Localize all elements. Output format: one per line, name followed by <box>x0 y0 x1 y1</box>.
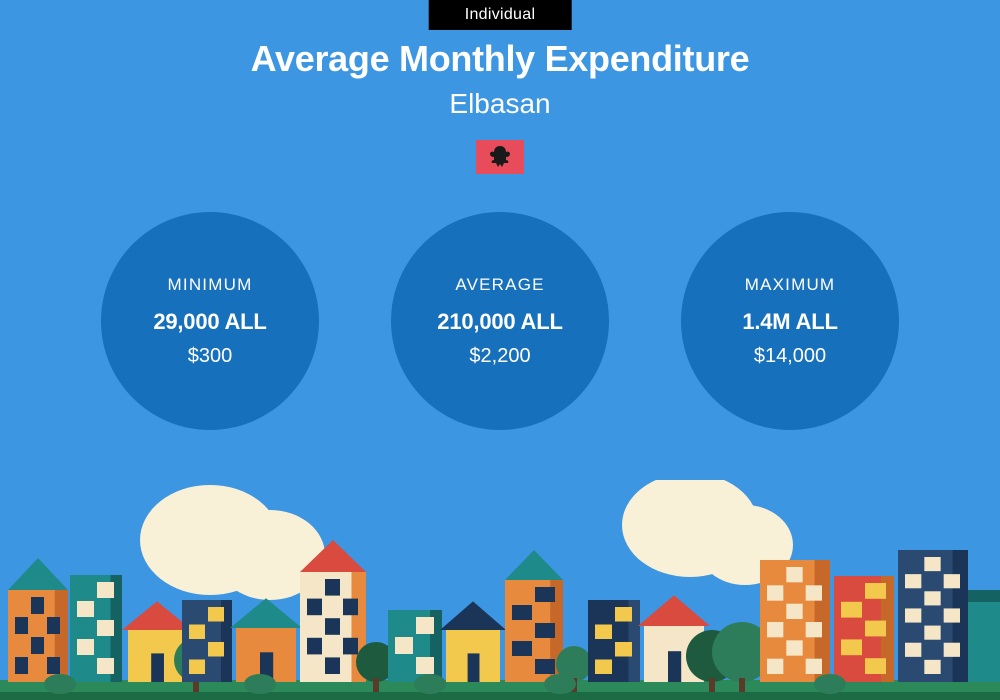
stat-label: MINIMUM <box>168 275 253 295</box>
stat-circle-average: AVERAGE 210,000 ALL $2,200 <box>391 212 609 430</box>
stat-usd-value: $2,200 <box>469 345 530 368</box>
stat-local-value: 1.4M ALL <box>742 309 837 335</box>
stat-circle-minimum: MINIMUM 29,000 ALL $300 <box>101 212 319 430</box>
infographic-canvas: Individual Average Monthly Expenditure E… <box>0 0 1000 700</box>
category-tag-label: Individual <box>465 6 536 23</box>
stat-label: MAXIMUM <box>745 275 836 295</box>
stat-local-value: 210,000 ALL <box>437 309 562 335</box>
page-title: Average Monthly Expenditure <box>0 38 1000 80</box>
stat-label: AVERAGE <box>455 275 544 295</box>
stat-usd-value: $14,000 <box>754 345 826 368</box>
stat-circle-maximum: MAXIMUM 1.4M ALL $14,000 <box>681 212 899 430</box>
stat-local-value: 29,000 ALL <box>153 309 266 335</box>
stat-usd-value: $300 <box>188 345 233 368</box>
cityscape-illustration <box>0 480 1000 700</box>
country-flag-icon <box>476 140 524 174</box>
location-subtitle: Elbasan <box>0 88 1000 120</box>
stats-row: MINIMUM 29,000 ALL $300 AVERAGE 210,000 … <box>0 212 1000 430</box>
category-tag: Individual <box>429 0 572 30</box>
